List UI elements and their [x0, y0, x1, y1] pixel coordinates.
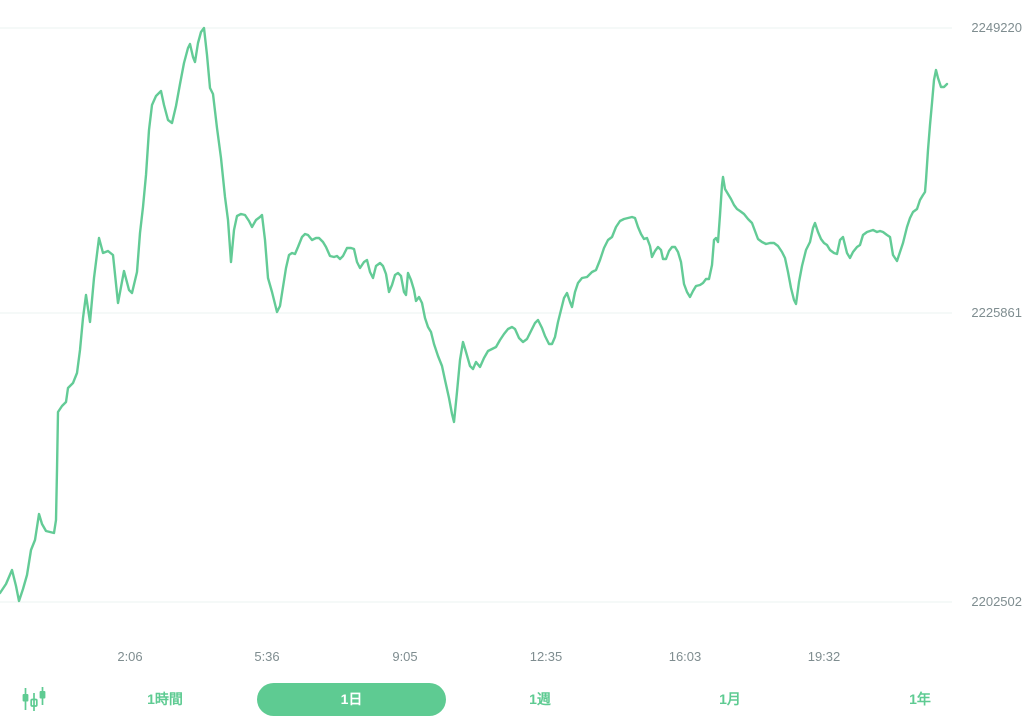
- x-axis-time-label: 5:36: [254, 649, 280, 664]
- y-axis-price-label: 2202502: [971, 594, 1022, 609]
- timeframe-button-1day[interactable]: 1日: [257, 683, 446, 716]
- timeframe-button-1year[interactable]: 1年: [899, 683, 941, 716]
- timeframe-button-1hour[interactable]: 1時間: [137, 683, 193, 716]
- price-line: [0, 26, 949, 603]
- chart-type-candlestick-button[interactable]: [16, 685, 52, 715]
- timeframe-button-1month[interactable]: 1月: [709, 683, 751, 716]
- x-axis-time-label: 9:05: [392, 649, 418, 664]
- price-line-chart: [0, 26, 952, 603]
- timeframe-button-1week[interactable]: 1週: [519, 683, 561, 716]
- x-axis-time-label: 12:35: [529, 649, 563, 664]
- x-axis-time-label: 16:03: [668, 649, 702, 664]
- x-axis-time-label: 2:06: [117, 649, 143, 664]
- y-axis-price-label: 2249220: [971, 20, 1022, 35]
- x-axis-labels: 2:06 5:36 9:05 12:35 16:03 19:32: [0, 649, 1024, 669]
- y-axis-price-label: 2225861: [971, 305, 1022, 320]
- x-axis-time-label: 19:32: [807, 649, 841, 664]
- timeframe-toolbar: 1時間 1日 1週 1月 1年: [0, 680, 1024, 720]
- candlestick-chart-icon: [22, 686, 46, 711]
